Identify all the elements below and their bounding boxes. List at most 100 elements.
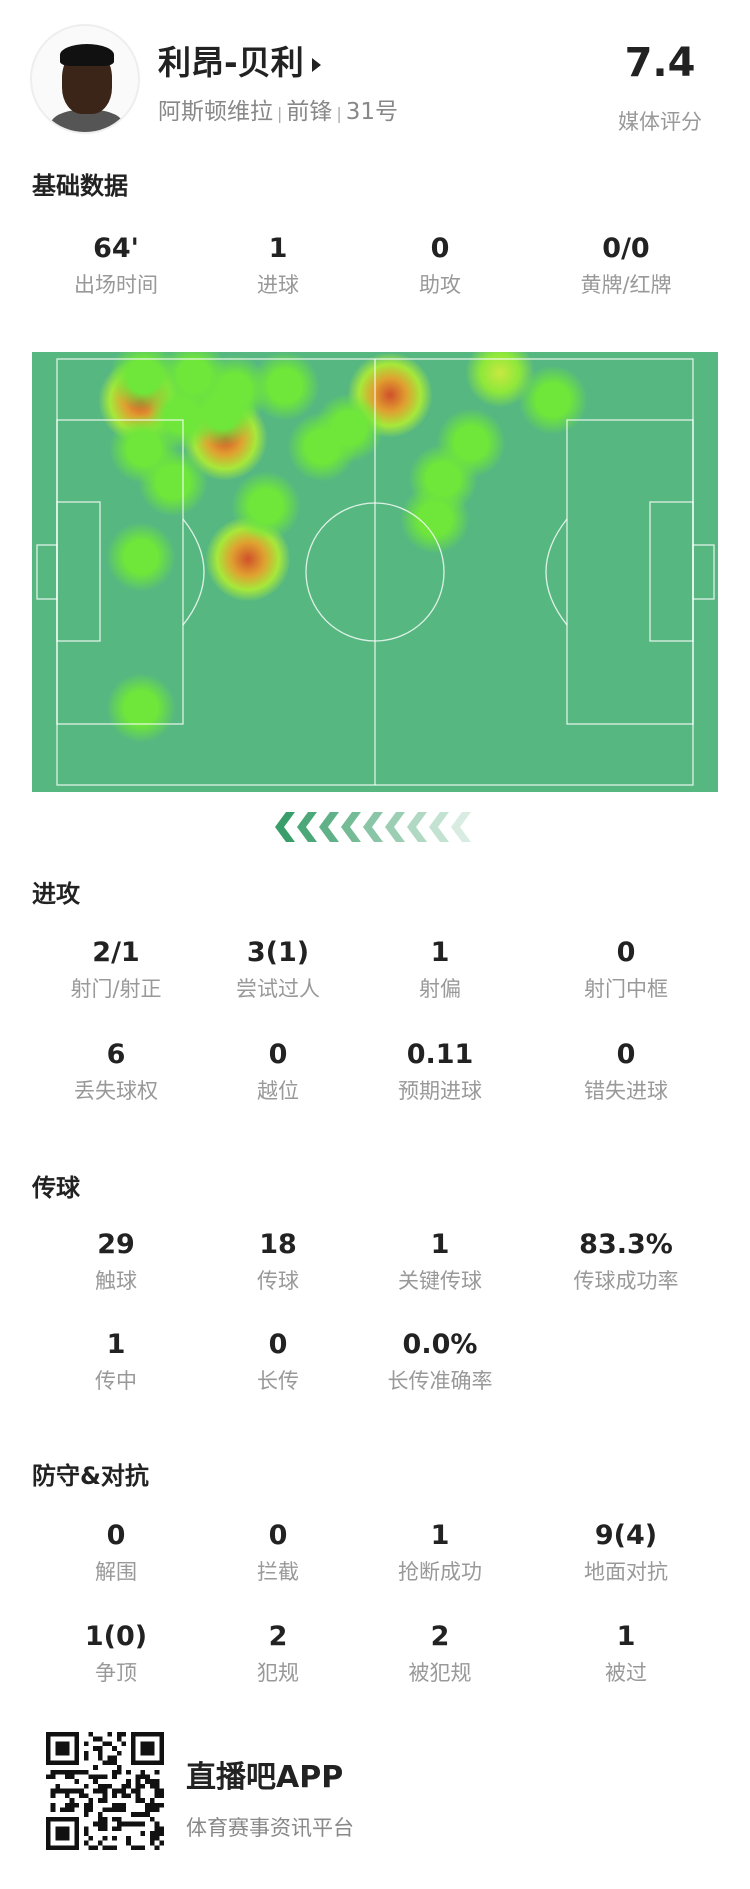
- heat-spot: [401, 485, 469, 553]
- section-title-passing: 传球: [32, 1174, 80, 1202]
- stat-label: 长传: [257, 1369, 299, 1393]
- stat-label: 地面对抗: [584, 1560, 668, 1584]
- stat-defense: 1(0) 争顶: [31, 1620, 201, 1688]
- stat-label: 射门/射正: [70, 977, 162, 1001]
- stat-label: 传中: [95, 1369, 137, 1393]
- right-penalty-arc: [545, 518, 568, 626]
- section-title-defense: 防守&对抗: [32, 1462, 149, 1490]
- stat-value: 0: [106, 1520, 126, 1551]
- heat-spot: [232, 472, 300, 540]
- stat-value: 9(4): [594, 1520, 658, 1551]
- heatmap-pitch: [32, 352, 718, 792]
- stat-basic: 64' 出场时间: [31, 232, 201, 300]
- stat-label: 犯规: [257, 1661, 299, 1685]
- chevron-left-icon: [451, 812, 471, 842]
- stat-value: 0.0%: [402, 1329, 478, 1360]
- stat-attack: 2/1 射门/射正: [31, 936, 201, 1004]
- stat-label: 错失进球: [584, 1079, 668, 1103]
- stat-defense: 9(4) 地面对抗: [541, 1519, 711, 1587]
- stat-value: 18: [259, 1229, 297, 1260]
- app-tagline: 体育赛事资讯平台: [186, 1816, 354, 1840]
- stat-label: 被犯规: [408, 1661, 472, 1685]
- heat-spot: [107, 523, 175, 591]
- chevron-left-icon: [275, 812, 295, 842]
- stat-label: 预期进球: [398, 1079, 482, 1103]
- stat-value: 1: [430, 937, 450, 968]
- chevron-left-icon: [341, 812, 361, 842]
- stat-value: 0: [430, 233, 450, 264]
- stat-label: 助攻: [419, 273, 461, 297]
- stat-value: 1: [268, 233, 288, 264]
- stat-value: 0.11: [406, 1039, 474, 1070]
- center-circle: [305, 502, 445, 642]
- chevron-left-icon: [319, 812, 339, 842]
- left-goal: [36, 544, 58, 600]
- stat-attack: 0 越位: [193, 1038, 363, 1106]
- heat-spot: [107, 674, 175, 742]
- stat-label: 触球: [95, 1269, 137, 1293]
- avatar-shirt: [50, 110, 124, 132]
- stat-label: 传球成功率: [573, 1269, 679, 1293]
- stat-label: 出场时间: [74, 273, 158, 297]
- media-rating-label: 媒体评分: [618, 110, 702, 134]
- player-team: 阿斯顿维拉: [158, 99, 273, 125]
- stat-value: 1: [430, 1520, 450, 1551]
- stat-label: 被过: [605, 1661, 647, 1685]
- chevron-left-icon: [297, 812, 317, 842]
- stat-value: 1: [616, 1621, 636, 1652]
- stat-value: 0: [616, 1039, 636, 1070]
- stat-value: 1: [106, 1329, 126, 1360]
- player-position: 前锋: [286, 99, 333, 125]
- stat-value: 0: [268, 1329, 288, 1360]
- heat-spot: [288, 413, 356, 481]
- chevron-left-icon: [429, 812, 449, 842]
- separator: |: [277, 104, 283, 123]
- stat-value: 64': [93, 233, 139, 264]
- stat-value: 1: [430, 1229, 450, 1260]
- stat-basic: 0 助攻: [355, 232, 525, 300]
- stat-label: 长传准确率: [387, 1369, 493, 1393]
- qr-code-icon: [46, 1732, 164, 1850]
- left-penalty-arc: [182, 518, 205, 626]
- stat-label: 射门中框: [584, 977, 668, 1001]
- triangle-right-icon: [311, 57, 321, 72]
- pitch-lines: [36, 358, 715, 786]
- stat-value: 6: [106, 1039, 126, 1070]
- player-name-link[interactable]: 利昂-贝利: [158, 36, 321, 84]
- stat-label: 进球: [257, 273, 299, 297]
- stat-attack: 0 射门中框: [541, 936, 711, 1004]
- stat-value: 1(0): [84, 1621, 148, 1652]
- app-name: 直播吧APP: [186, 1760, 344, 1795]
- right-goal: [692, 544, 715, 600]
- stat-passing: 1 关键传球: [355, 1228, 525, 1296]
- stat-label: 传球: [257, 1269, 299, 1293]
- stat-passing: 29 触球: [31, 1228, 201, 1296]
- stat-passing: 0 长传: [193, 1328, 363, 1396]
- stat-value: 0/0: [602, 233, 650, 264]
- stat-value: 2: [430, 1621, 450, 1652]
- right-goal-area: [649, 501, 694, 642]
- stat-label: 黄牌/红牌: [580, 273, 672, 297]
- right-penalty-area: [566, 419, 694, 725]
- attack-direction-indicator: [275, 812, 473, 842]
- stat-attack: 0.11 预期进球: [355, 1038, 525, 1106]
- stat-defense: 1 抢断成功: [355, 1519, 525, 1587]
- stat-defense: 2 被犯规: [355, 1620, 525, 1688]
- player-avatar[interactable]: [30, 24, 140, 134]
- section-title-attack: 进攻: [32, 880, 80, 908]
- stat-label: 解围: [95, 1560, 137, 1584]
- stat-defense: 0 解围: [31, 1519, 201, 1587]
- stat-passing: 18 传球: [193, 1228, 363, 1296]
- stat-value: 0: [268, 1520, 288, 1551]
- heat-spot: [188, 378, 256, 446]
- stat-defense: 2 犯规: [193, 1620, 363, 1688]
- stat-attack: 0 错失进球: [541, 1038, 711, 1106]
- left-penalty-area: [56, 419, 184, 725]
- stat-label: 越位: [257, 1079, 299, 1103]
- stat-value: 0: [616, 937, 636, 968]
- stat-attack: 3(1) 尝试过人: [193, 936, 363, 1004]
- stat-value: 3(1): [246, 937, 310, 968]
- stat-label: 射偏: [419, 977, 461, 1001]
- stat-passing: 83.3% 传球成功率: [541, 1228, 711, 1296]
- stat-label: 尝试过人: [236, 977, 320, 1001]
